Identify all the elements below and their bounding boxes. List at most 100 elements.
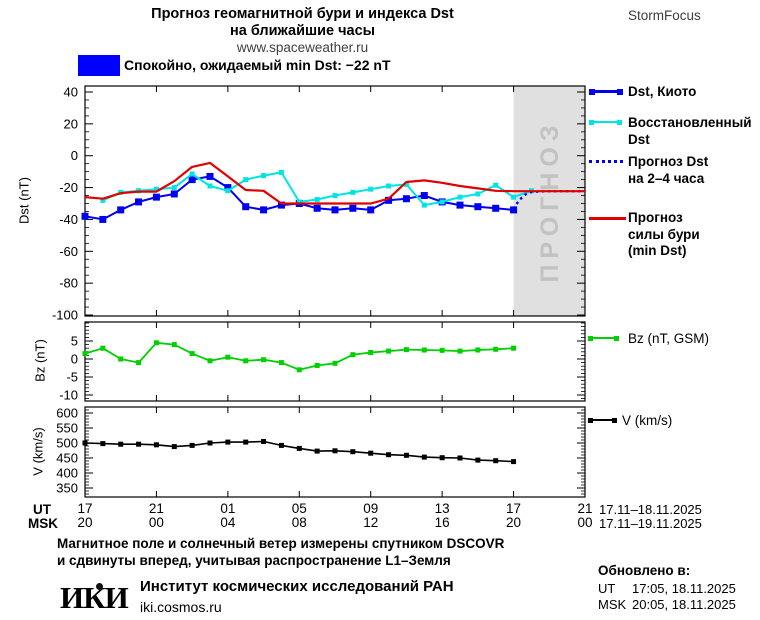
legend-restored-line2: Dst [628,131,650,147]
iki-site-link[interactable]: iki.cosmos.ru [140,599,222,615]
marker [439,199,445,205]
marker [350,352,356,358]
marker [171,444,177,450]
marker [171,342,177,348]
date-range-msk: 17.11–19.11.2025 [599,516,702,531]
kyoto-legend-marker [617,89,623,95]
marker [421,454,427,460]
hour-label: 01 [220,501,235,516]
marker [368,186,374,192]
y-tick-label: 5 [71,334,78,349]
marker [403,181,409,187]
marker [100,197,106,203]
marker [136,360,142,366]
ut-row-label: UT [33,502,51,517]
brand-label: StormFocus [628,8,701,23]
marker [493,182,499,188]
chart-panel-1: 5 0 -5 -10 [59,321,586,403]
storm-level-swatch [78,55,120,76]
marker [403,452,409,458]
legend-restored-label: Восстановленный Dst [628,115,752,148]
legend-kyoto-label: Dst, Киото [628,84,697,99]
marker [189,442,195,448]
marker [474,203,482,211]
marker [402,195,410,203]
marker [439,455,445,461]
page-subtitle: на ближайшие часы [229,23,376,39]
updated-msk-label: MSK [598,597,627,612]
legend-storm-line1: Прогноз [628,210,683,225]
marker [99,215,107,223]
restored-legend-marker [617,120,622,125]
bz-legend-line [590,337,616,339]
updated-title: Обновлено в: [598,563,691,578]
marker [188,176,196,184]
marker [225,188,231,194]
marker [261,439,267,444]
marker [278,169,284,175]
series--min-dst- [84,161,585,205]
data-source-note-line1: Магнитное поле и солнечный ветер измерен… [57,536,505,551]
marker [439,347,445,353]
hour-label: 13 [435,501,450,516]
marker [296,367,302,373]
marker [421,347,427,353]
status-text: Спокойно, ожидаемый min Dst: −22 nT [124,57,391,73]
marker [225,354,231,360]
y-tick-label: -80 [59,276,78,291]
marker [368,350,374,356]
marker [386,183,392,189]
legend-forecast-line2: на 2–4 часа [628,170,705,186]
y-tick-label: 20 [64,116,78,131]
page-title: Прогноз геомагнитной бури и индекса Dst [151,6,454,22]
marker [314,197,320,203]
chart-panel-0: ПРОГНОЗ 40 20 0 -20 -40 -60 -80 -100 [52,85,586,323]
marker [224,184,232,192]
marker [171,185,177,191]
marker [135,198,143,206]
marker [153,186,159,192]
marker [332,360,338,366]
marker [511,345,517,351]
marker [296,445,302,451]
updated-ut-label: UT [598,581,616,596]
forecast-dst-legend-line [589,160,623,163]
legend-bz-label: Bz (nT, GSM) [628,331,710,346]
marker [475,347,481,353]
iki-logo-dot [96,583,103,590]
v-axis-label: V (km/s) [30,427,46,476]
marker [367,206,375,214]
forecast-band [513,86,585,316]
legend-storm-force-label: Прогноз силы бури (min Dst) [628,210,700,260]
hour-label: 17 [77,501,92,516]
marker [153,442,159,448]
marker [368,450,374,456]
marker [81,212,89,220]
marker [314,362,320,368]
y-tick-label: -60 [59,244,78,259]
marker [243,358,249,364]
marker [189,171,195,177]
date-range-ut: 17.11–18.11.2025 [599,502,702,517]
y-tick-label: -100 [52,308,78,323]
y-tick-label: 0 [71,352,78,367]
marker [457,348,463,354]
legend-forecast-dst-label: Прогноз Dst на 2–4 часа [628,154,708,187]
marker [243,177,249,183]
marker [82,351,88,357]
marker [421,202,427,208]
marker [206,172,214,180]
hour-label: 20 [506,515,521,530]
marker [242,203,250,211]
restored-legend-line [591,121,621,123]
marker [313,204,321,212]
site-url-link[interactable]: www.spaceweather.ru [236,40,369,55]
y-tick-label: 0 [71,148,78,163]
marker [152,193,160,201]
marker [225,439,231,445]
legend-v-label: V (km/s) [622,413,673,428]
marker [385,196,393,204]
marker [420,192,428,200]
marker [475,457,481,463]
